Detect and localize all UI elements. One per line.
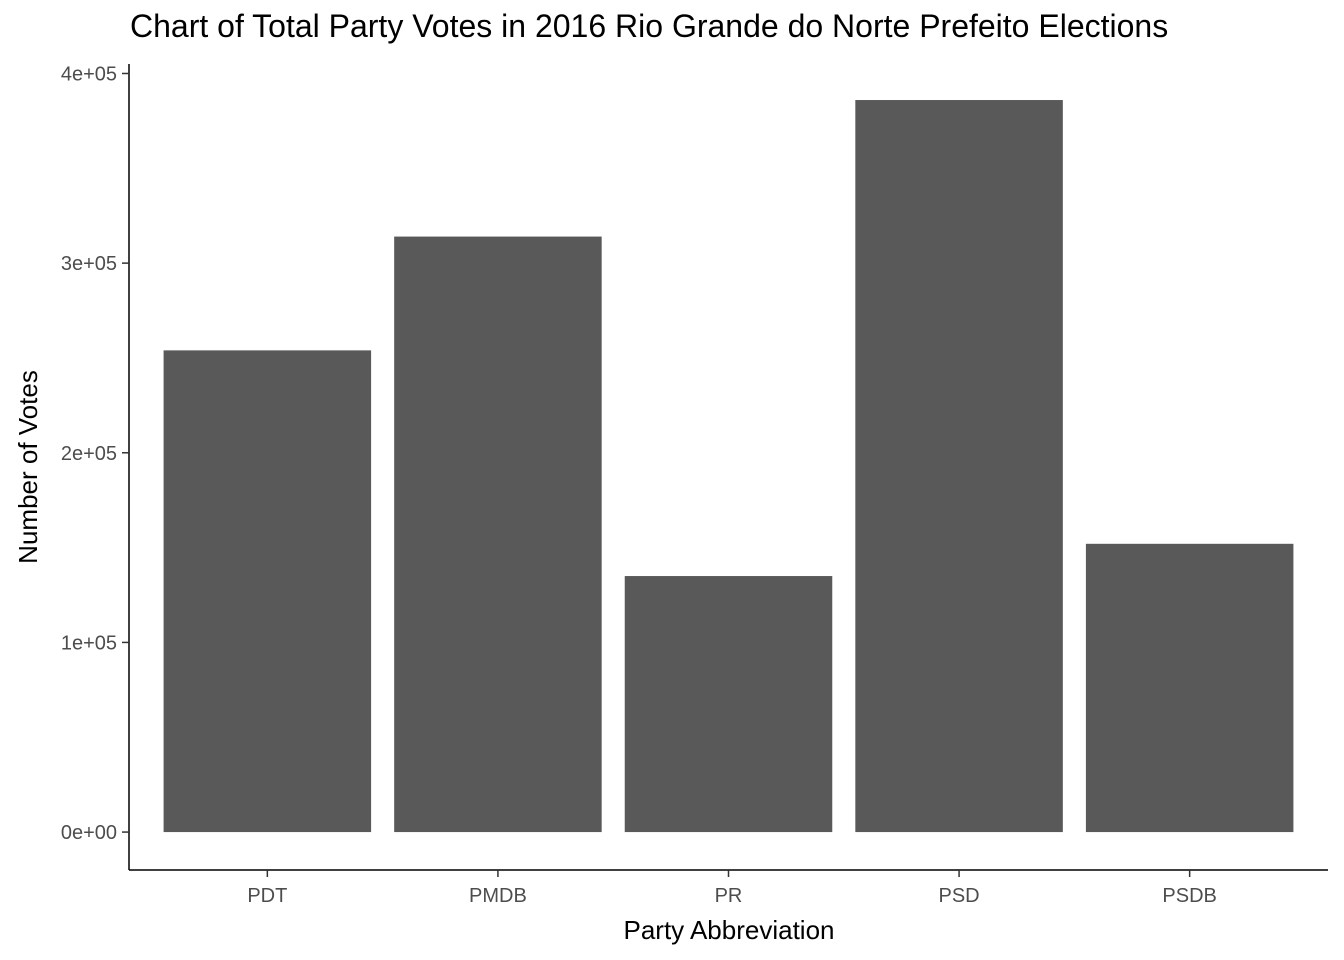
- bar-psdb: [1085, 543, 1294, 833]
- bar-pdt: [163, 350, 372, 833]
- chart-title: Chart of Total Party Votes in 2016 Rio G…: [130, 8, 1169, 44]
- bar-pr: [624, 576, 833, 833]
- x-tick-label: PR: [715, 885, 743, 907]
- y-tick-label: 2e+05: [61, 443, 117, 465]
- bar-pmdb: [394, 236, 602, 833]
- y-tick-label: 0e+00: [61, 822, 117, 844]
- y-axis-title: Number of Votes: [13, 370, 43, 564]
- bars-group: [163, 100, 1294, 833]
- x-tick-label: PSDB: [1162, 885, 1216, 907]
- y-tick-label: 1e+05: [61, 632, 117, 654]
- x-axis-title: Party Abbreviation: [623, 915, 834, 945]
- y-tick-label: 4e+05: [61, 63, 117, 85]
- y-tick-label: 3e+05: [61, 253, 117, 275]
- x-tick-label: PSD: [939, 885, 980, 907]
- x-axis: PDT PMDB PR PSD PSDB: [129, 869, 1328, 907]
- y-axis: 0e+00 1e+05 2e+05 3e+05 4e+05: [61, 63, 130, 870]
- x-tick-label: PDT: [247, 885, 287, 907]
- bar-psd: [855, 100, 1063, 833]
- x-tick-label: PMDB: [469, 885, 527, 907]
